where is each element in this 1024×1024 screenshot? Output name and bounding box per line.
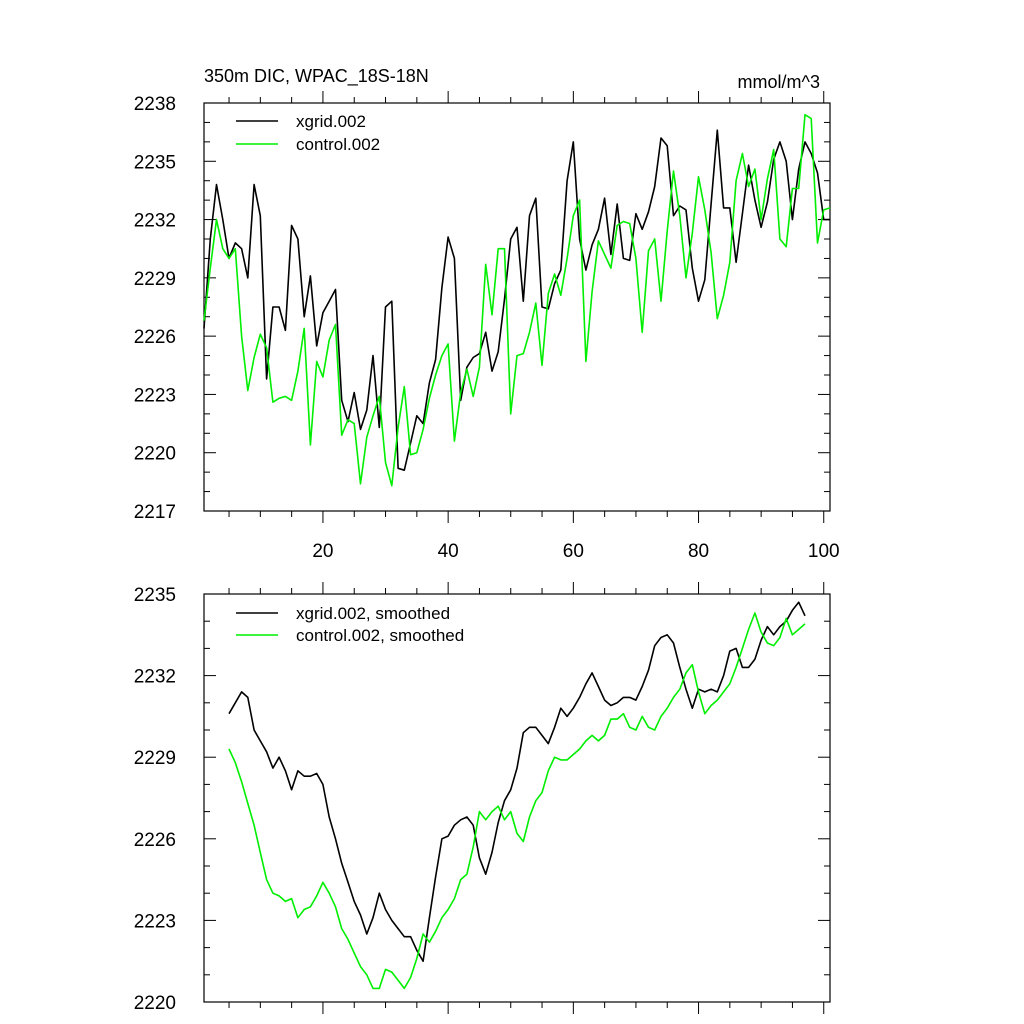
chart-title: 350m DIC, WPAC_18S-18N — [204, 66, 429, 87]
plot-frame — [203, 102, 831, 512]
x-tick-label: 80 — [688, 541, 709, 562]
legend-label: control.002, smoothed — [296, 626, 464, 645]
y-tick-label: 2223 — [134, 385, 176, 406]
y-tick-label: 2229 — [134, 748, 176, 769]
series-line-control-002-smoothed — [228, 612, 806, 990]
series-line-control-002 — [203, 113, 831, 487]
y-tick-label: 2223 — [134, 911, 176, 932]
y-tick-label: 2229 — [134, 269, 176, 290]
y-tick-label: 2238 — [134, 94, 176, 115]
series-line-xgrid-002-smoothed — [228, 601, 806, 963]
y-tick-label: 2232 — [134, 211, 176, 232]
x-tick-label: 40 — [438, 541, 459, 562]
y-tick-label: 2217 — [134, 502, 176, 523]
y-tick-label: 2226 — [134, 327, 176, 348]
y-tick-label: 2220 — [134, 444, 176, 465]
units-label: mmol/m^3 — [738, 72, 820, 92]
legend-label: xgrid.002, smoothed — [296, 604, 450, 623]
x-tick-label: 20 — [312, 541, 333, 562]
y-tick-label: 2235 — [134, 152, 176, 173]
y-tick-label: 2232 — [134, 667, 176, 688]
plot-frame — [203, 593, 831, 1003]
x-tick-label: 60 — [563, 541, 584, 562]
series-line-xgrid-002 — [203, 129, 830, 472]
legend-label: xgrid.002 — [296, 112, 366, 131]
y-tick-label: 2226 — [134, 830, 176, 851]
legend-label: control.002 — [296, 135, 380, 154]
y-tick-label: 2235 — [134, 585, 176, 606]
y-tick-label: 2220 — [134, 993, 176, 1014]
x-tick-label: 100 — [808, 541, 840, 562]
chart-panel-2: 2220 2223 2226 2229 2232 2235 xgrid.002, smoot… — [134, 582, 831, 1014]
chart-panel-1: 2217 2220 2223 2226 2229 2232 2235 2238 20 40 60 80… — [134, 91, 840, 562]
